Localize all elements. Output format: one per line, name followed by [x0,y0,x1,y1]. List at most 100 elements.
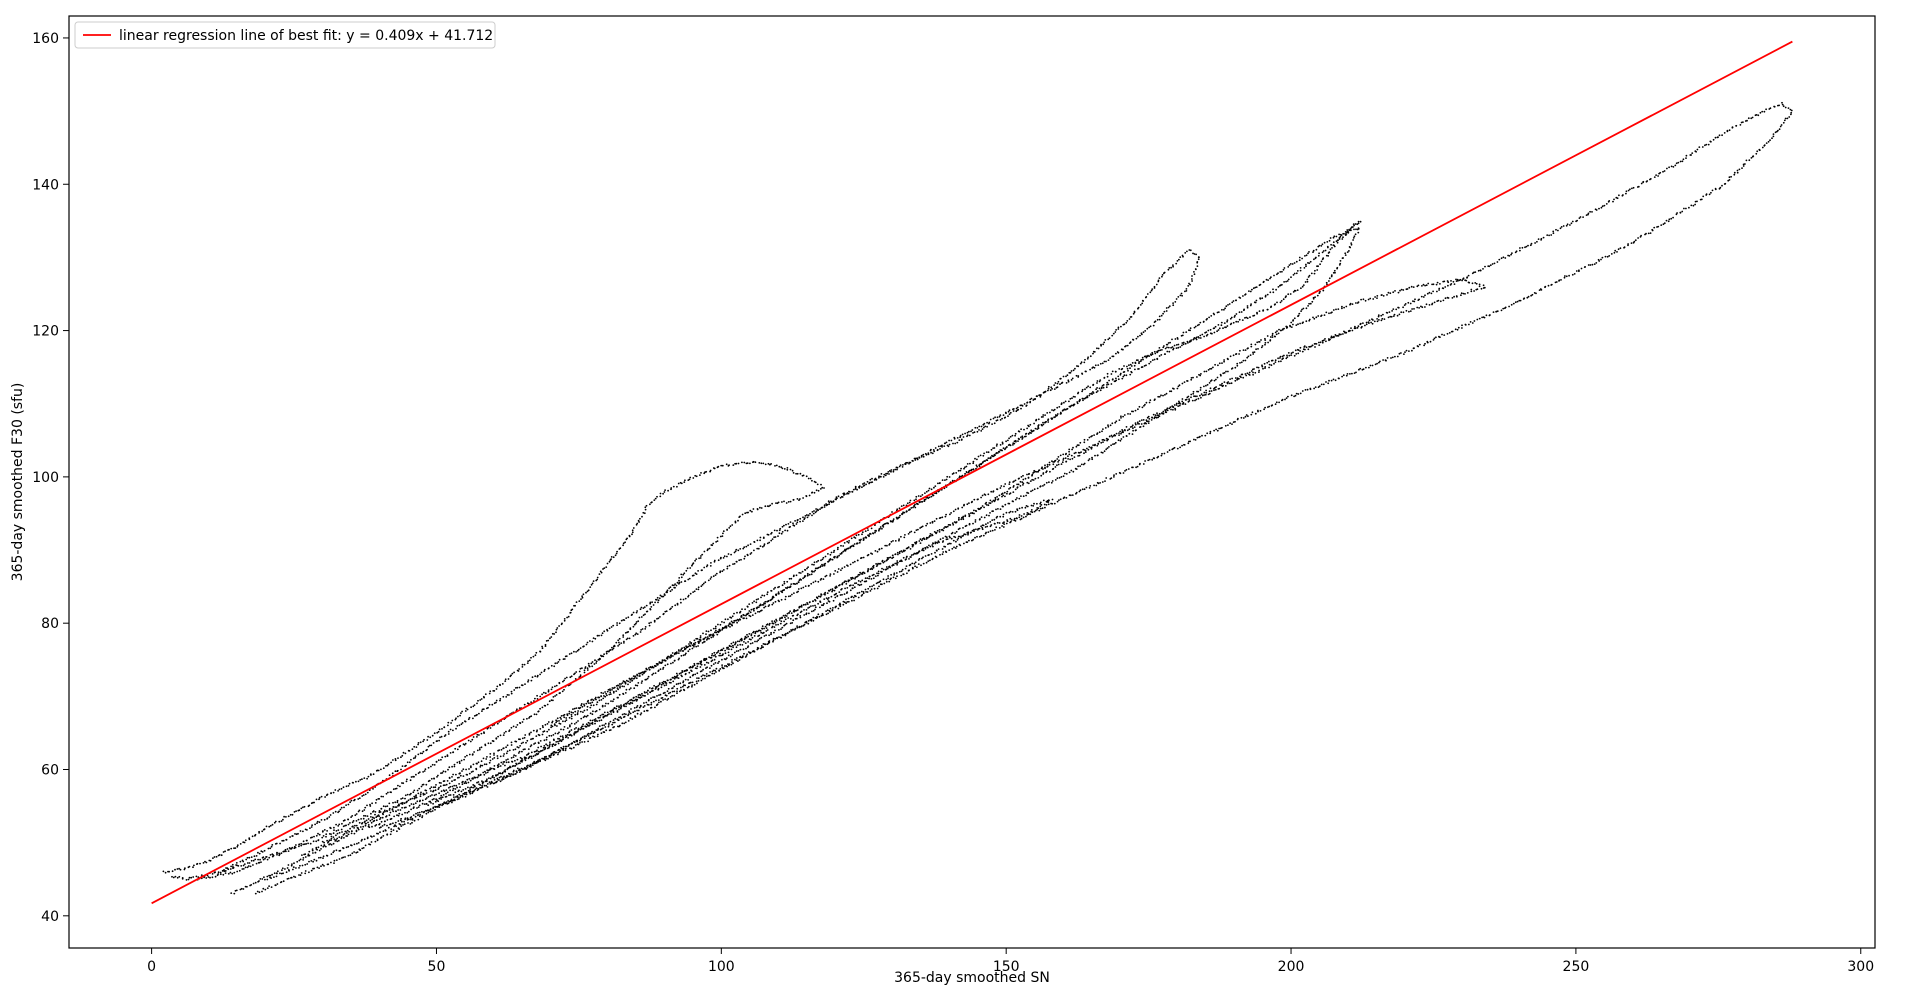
data-point [541,647,544,650]
data-point [857,583,860,586]
data-point [871,477,873,480]
data-point [1041,466,1043,469]
data-point [1461,279,1463,282]
data-point [311,848,314,850]
data-point [377,832,379,835]
data-point [1231,367,1234,369]
data-point [1003,491,1006,494]
data-point [570,711,573,714]
data-point [1221,382,1223,385]
data-point [709,578,712,580]
data-point [780,466,783,469]
data-point [1071,397,1073,400]
data-point [527,752,530,755]
data-point [1147,420,1150,423]
data-point [766,505,769,507]
data-point [472,763,475,766]
data-point [589,719,592,722]
data-point [1162,312,1164,315]
data-point [970,430,972,433]
data-point [1307,276,1310,278]
data-point [1083,361,1086,364]
data-point [773,620,776,623]
data-point [635,706,638,709]
data-point [333,850,335,852]
data-point [603,711,606,714]
data-point [986,459,989,462]
data-point [609,649,611,651]
data-point [591,719,594,722]
data-point [505,730,507,733]
data-point [421,783,424,786]
data-point [687,578,690,581]
data-point [230,892,233,894]
data-point [1095,391,1098,394]
data-point [888,556,890,559]
data-point [861,573,864,575]
data-point [1382,295,1385,297]
data-point [209,876,211,879]
data-point [510,690,513,693]
data-point [1117,326,1120,329]
data-point [445,783,448,786]
data-point [317,832,319,835]
data-point [313,801,315,804]
data-point [418,771,421,773]
data-point [1312,296,1315,299]
data-point [651,687,654,690]
data-point [292,868,294,871]
data-point [974,509,977,512]
data-point [380,837,382,839]
data-point [1199,334,1202,337]
data-point [477,699,479,702]
data-point [1161,274,1164,276]
data-point [541,645,543,648]
data-point [1134,368,1136,371]
data-point [719,623,722,626]
data-point [653,696,656,699]
data-point [1192,338,1195,341]
data-point [662,680,665,683]
data-point [993,422,996,425]
data-point [1330,275,1333,278]
data-point [255,855,258,857]
data-point [1042,421,1044,424]
data-point [589,586,592,588]
data-point [268,825,271,828]
data-point [965,471,968,473]
data-point [1398,313,1401,316]
data-point [1196,324,1199,327]
data-point [751,510,753,513]
data-point [936,448,939,451]
data-point [1462,292,1465,295]
data-point [1195,336,1198,339]
data-point [684,479,686,482]
data-point [1226,320,1228,323]
data-point [386,833,389,836]
data-point [341,822,343,825]
data-point [489,753,492,755]
data-point [1149,291,1152,294]
data-point [881,527,883,530]
data-point [1364,299,1367,302]
data-point [1129,426,1132,428]
data-point [681,647,683,649]
data-point [172,876,175,879]
data-point [1381,317,1384,320]
data-point [263,849,266,852]
data-point [1386,294,1388,296]
data-point [820,507,823,509]
data-point [1279,357,1281,359]
data-point [1326,241,1329,243]
data-point [372,811,374,813]
data-point [738,559,741,562]
data-point [1422,283,1425,286]
data-point [235,889,238,892]
data-point [826,503,829,506]
data-point [1033,398,1036,400]
data-point [575,707,578,709]
data-point [1460,292,1463,295]
data-point [511,672,514,675]
data-point [664,691,666,694]
data-point [759,629,762,632]
